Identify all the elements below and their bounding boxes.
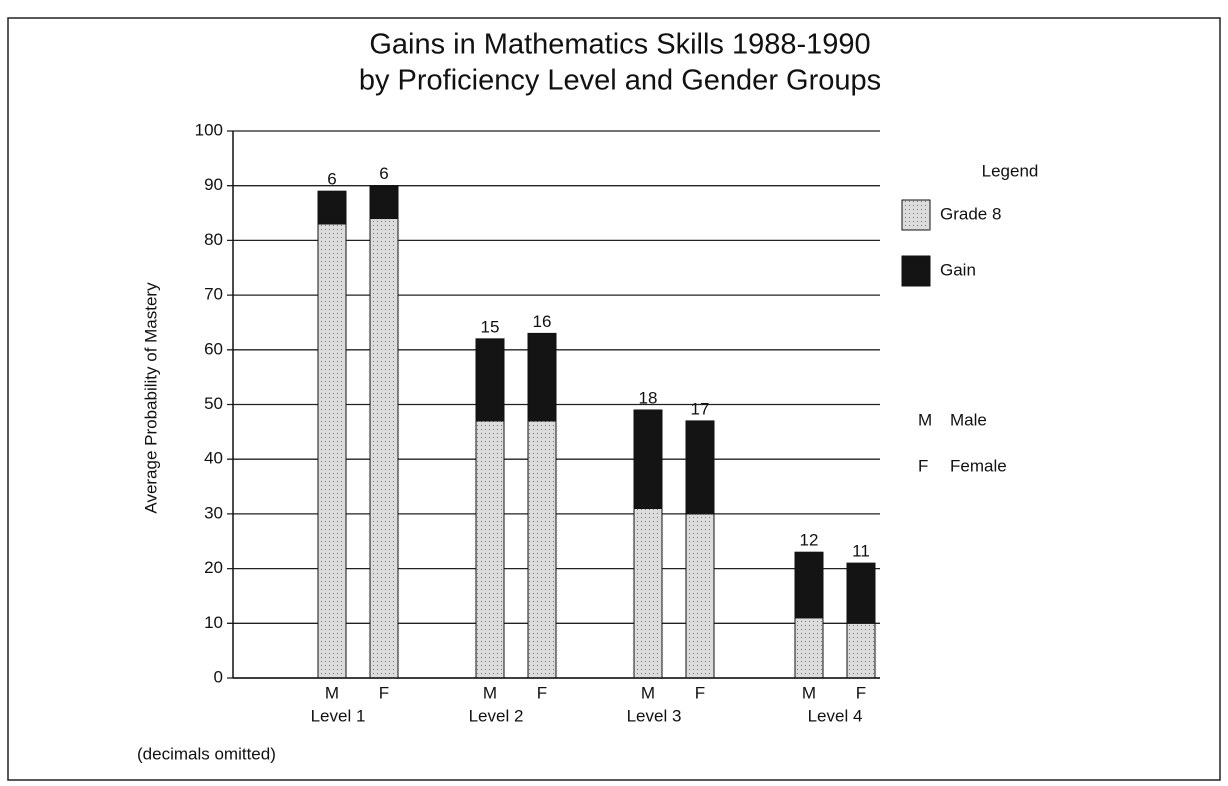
y-tick-label: 80 bbox=[204, 230, 223, 249]
value-label: 15 bbox=[481, 317, 500, 336]
y-tick-label: 90 bbox=[204, 175, 223, 194]
x-tick-label: F bbox=[695, 683, 705, 702]
chart-subtitle: by Proficiency Level and Gender Groups bbox=[359, 65, 881, 97]
note: (decimals omitted) bbox=[137, 744, 276, 763]
y-axis-label: Average Probability of Mastery bbox=[141, 282, 160, 514]
x-tick-label: F bbox=[856, 683, 866, 702]
x-tick-label: M bbox=[325, 683, 339, 702]
bar-segment bbox=[633, 409, 663, 509]
y-tick-label: 60 bbox=[204, 339, 223, 358]
bar-texture bbox=[847, 623, 875, 678]
key-code: M bbox=[918, 410, 932, 429]
bar-segment bbox=[685, 420, 715, 515]
y-tick-label: 40 bbox=[204, 449, 223, 468]
bar-segment bbox=[475, 338, 505, 422]
value-label: 16 bbox=[533, 312, 552, 331]
bar-texture bbox=[686, 513, 714, 678]
x-tick-label: M bbox=[641, 683, 655, 702]
group-label: Level 4 bbox=[808, 706, 863, 725]
value-label: 17 bbox=[691, 399, 710, 418]
y-tick-label: 70 bbox=[204, 285, 223, 304]
x-tick-label: M bbox=[483, 683, 497, 702]
chart-title: Gains in Mathematics Skills 1988-1990 bbox=[369, 29, 870, 61]
group-label: Level 3 bbox=[627, 706, 682, 725]
bar-segment bbox=[369, 185, 399, 220]
bar-segment bbox=[527, 332, 557, 422]
value-label: 11 bbox=[852, 542, 870, 561]
bar-texture bbox=[476, 420, 504, 678]
x-tick-label: M bbox=[802, 683, 816, 702]
y-tick-label: 30 bbox=[204, 503, 223, 522]
bar-segment bbox=[846, 562, 876, 624]
frame bbox=[7, 17, 1221, 781]
bar-texture bbox=[795, 617, 823, 678]
bar-texture bbox=[528, 420, 556, 678]
group-label: Level 1 bbox=[311, 706, 366, 725]
y-tick-label: 20 bbox=[204, 558, 223, 577]
y-tick-label: 50 bbox=[204, 394, 223, 413]
bar-segment bbox=[794, 551, 824, 619]
bar-segment bbox=[317, 190, 347, 225]
value-label: 6 bbox=[379, 164, 388, 183]
legend-label: Gain bbox=[940, 260, 976, 279]
bar-texture bbox=[634, 508, 662, 678]
bar-texture bbox=[370, 218, 398, 678]
legend-swatch bbox=[901, 255, 931, 287]
x-tick-label: F bbox=[379, 683, 389, 702]
key-meaning: Female bbox=[950, 456, 1007, 475]
value-label: 18 bbox=[639, 388, 658, 407]
y-tick-label: 10 bbox=[204, 613, 223, 632]
key-code: F bbox=[918, 456, 928, 475]
legend-texture bbox=[902, 200, 930, 230]
legend-label: Grade 8 bbox=[940, 204, 1001, 223]
bar-texture bbox=[318, 223, 346, 679]
y-tick-label: 0 bbox=[214, 667, 223, 686]
value-label: 12 bbox=[800, 531, 819, 550]
legend-title: Legend bbox=[982, 161, 1039, 180]
key-meaning: Male bbox=[950, 410, 987, 429]
x-tick-label: F bbox=[537, 683, 547, 702]
value-label: 6 bbox=[327, 170, 336, 189]
y-tick-label: 100 bbox=[195, 120, 223, 139]
group-label: Level 2 bbox=[469, 706, 524, 725]
